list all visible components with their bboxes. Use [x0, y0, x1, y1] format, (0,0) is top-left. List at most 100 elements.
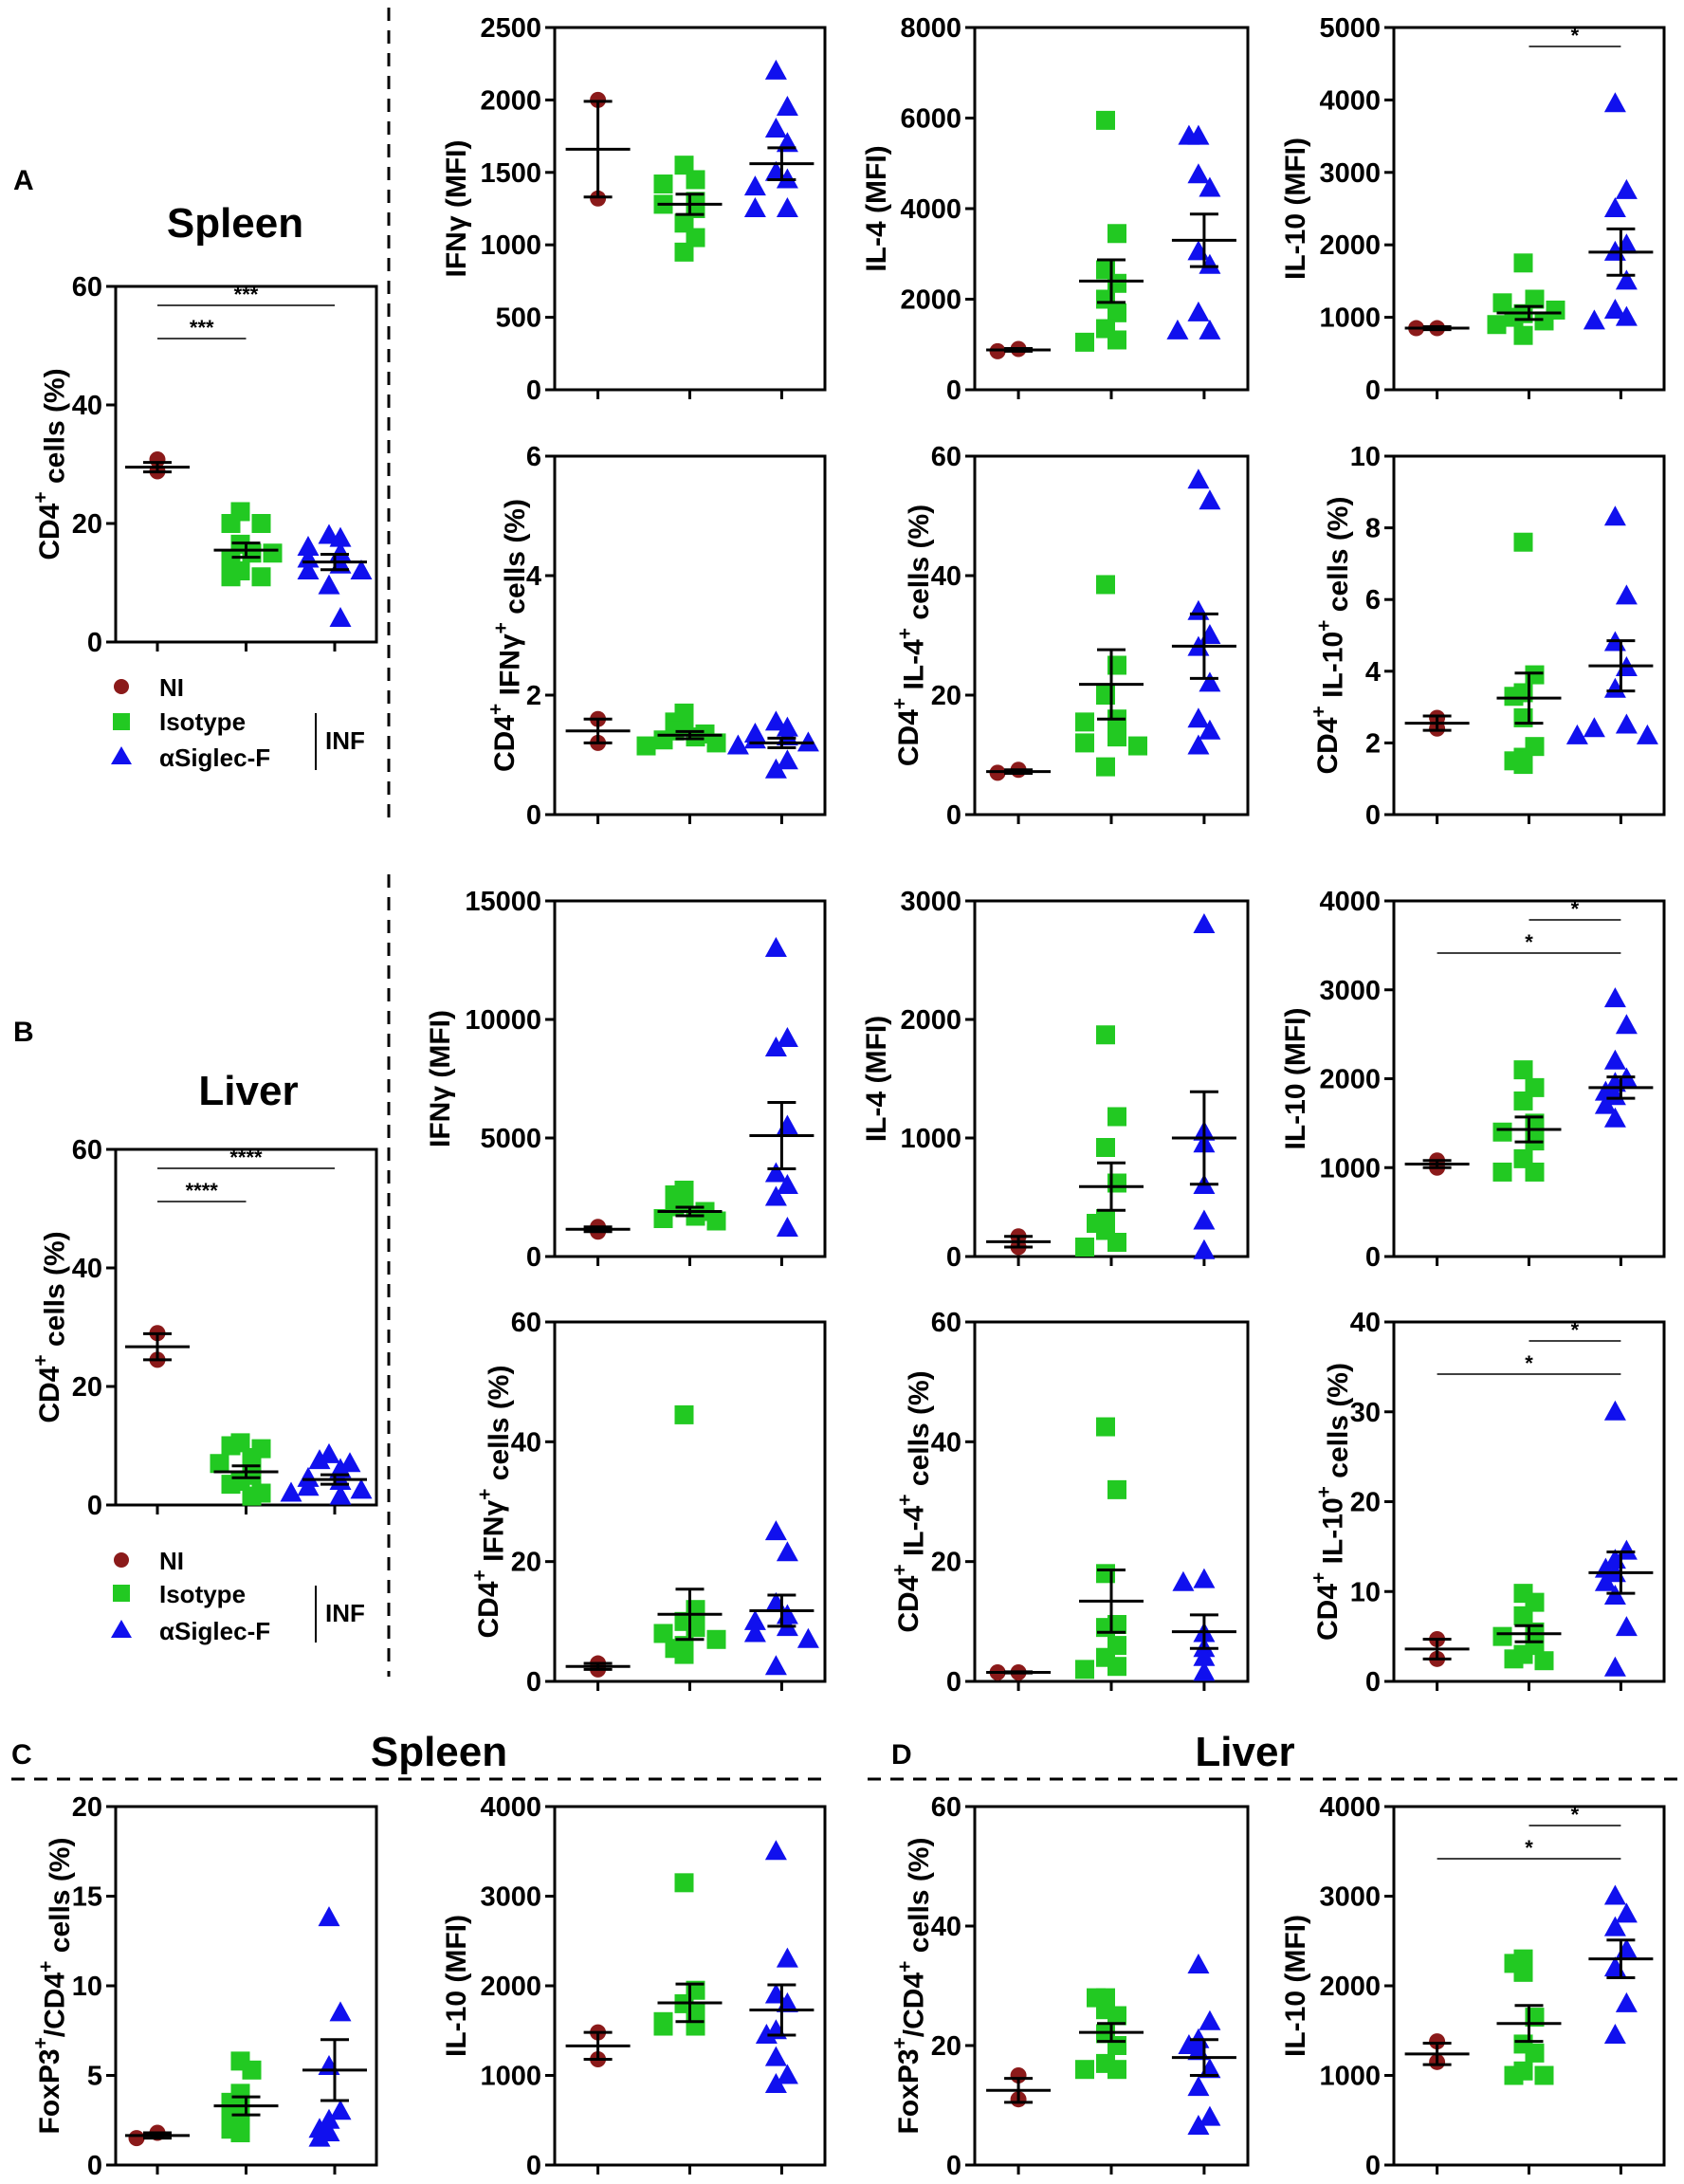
point-siglec — [1187, 240, 1210, 261]
point-siglec — [1187, 2115, 1210, 2136]
point-isotype — [1492, 1162, 1512, 1182]
y-tick-label: 4000 — [900, 194, 961, 225]
point-siglec — [1193, 1209, 1216, 1230]
point-isotype — [1492, 293, 1512, 313]
chart-a_il10_pct: 0 2 4 6 8 10 CD4+​ IL-10+​ cells (%) — [1308, 442, 1666, 831]
point-isotype — [1107, 2006, 1126, 2026]
legend-b-siglec-marker — [111, 1620, 132, 1638]
point-siglec — [1615, 1938, 1638, 1959]
point-siglec — [308, 2126, 331, 2147]
section-title-liver-b: Liver — [198, 1068, 298, 1114]
y-tick-label: 0 — [1365, 800, 1381, 831]
y-tick-label: 2000 — [900, 1005, 961, 1036]
significance-label: * — [1525, 1836, 1533, 1860]
y-axis-label: IL-10 (MFI) — [1280, 138, 1311, 280]
chart-a_il4_mfi: 0 2000 4000 6000 8000 IL-4 (MFI) — [861, 13, 1250, 406]
point-siglec — [1603, 1107, 1626, 1128]
y-tick-label: 5 — [87, 2062, 102, 2092]
point-isotype — [1504, 687, 1524, 707]
legend-a: NI Isotype αSiglec-F INF — [111, 673, 365, 772]
point-siglec — [318, 2108, 340, 2129]
point-siglec — [743, 175, 766, 196]
point-siglec — [308, 1449, 331, 1470]
chart-c_foxp3: 0 5 10 15 20 FoxP3+​/CD4+​ cells (%) — [29, 1792, 378, 2181]
point-isotype — [1096, 575, 1115, 595]
point-isotype — [1075, 712, 1094, 732]
y-axis-label: CD4+​ cells (%) — [29, 368, 70, 560]
point-siglec — [764, 59, 787, 80]
point-siglec — [280, 1481, 302, 1502]
chart-b_il10_pct: 0 10 20 30 40 CD4+​ IL-10+​ cells (%) * * — [1308, 1308, 1666, 1698]
point-isotype — [1534, 311, 1554, 331]
legend-a-isotype-label: Isotype — [159, 707, 246, 736]
point-siglec — [1187, 163, 1210, 184]
point-siglec — [1199, 253, 1221, 274]
y-tick-label: 4000 — [480, 1792, 541, 1823]
point-isotype — [1128, 736, 1147, 756]
point-ni — [590, 190, 607, 207]
point-siglec — [1199, 671, 1221, 692]
point-siglec — [1199, 489, 1221, 510]
y-axis-label: IL-10 (MFI) — [1280, 1915, 1311, 2057]
y-tick-label: 2000 — [480, 1972, 541, 2002]
legend-a-siglec-marker — [111, 746, 132, 764]
chart-a_il10_mfi: 0 1000 2000 3000 4000 5000 IL-10 (MFI) * — [1280, 13, 1666, 406]
point-siglec — [1199, 176, 1221, 197]
y-tick-label: 0 — [1365, 376, 1381, 406]
point-siglec — [764, 1185, 787, 1206]
y-tick-label: 6 — [1365, 585, 1381, 615]
point-siglec — [743, 1622, 766, 1643]
significance-label: * — [1571, 1803, 1580, 1826]
point-siglec — [1603, 1656, 1626, 1677]
y-tick-label: 4000 — [1319, 887, 1381, 917]
y-tick-label: 6000 — [900, 104, 961, 135]
y-tick-label: 0 — [526, 376, 541, 406]
point-siglec — [1615, 1902, 1638, 1923]
point-siglec — [1199, 319, 1221, 340]
point-siglec — [1172, 1570, 1195, 1591]
point-siglec — [1603, 1400, 1626, 1421]
point-isotype — [653, 2016, 673, 2036]
point-isotype — [674, 242, 694, 262]
significance-label: **** — [186, 1179, 219, 1202]
plot-frame — [1392, 1805, 1666, 2167]
section-title-spleen-a: Spleen — [167, 200, 303, 247]
point-siglec — [1615, 713, 1638, 734]
y-tick-label: 0 — [946, 376, 961, 406]
point-isotype — [1525, 289, 1545, 309]
point-siglec — [1187, 468, 1210, 489]
y-tick-label: 10 — [72, 1972, 102, 2002]
legend-a-ni-marker — [114, 679, 129, 694]
y-axis-label: IFNγ (MFI) — [425, 1010, 456, 1147]
point-siglec — [764, 758, 787, 779]
y-tick-label: 0 — [1365, 1242, 1381, 1273]
point-isotype — [1075, 1660, 1094, 1679]
point-isotype — [653, 174, 673, 194]
point-isotype — [1075, 1238, 1094, 1257]
y-tick-label: 60 — [931, 1792, 961, 1823]
point-siglec — [1193, 1661, 1216, 1681]
point-isotype — [1075, 332, 1094, 352]
point-ni — [128, 2130, 145, 2147]
point-ni — [1429, 2033, 1446, 2050]
point-siglec — [776, 1947, 798, 1968]
point-siglec — [1187, 599, 1210, 620]
point-siglec — [1565, 724, 1588, 744]
point-isotype — [1513, 532, 1533, 552]
point-siglec — [329, 526, 352, 547]
point-siglec — [1187, 2076, 1210, 2097]
legend-a-group-label: INF — [325, 726, 365, 755]
chart-b_cd4: 0 20 40 60 CD4+​ cells (%) **** **** — [29, 1135, 378, 1521]
point-isotype — [1525, 1162, 1545, 1182]
y-tick-label: 0 — [87, 628, 102, 658]
point-isotype — [706, 1629, 726, 1649]
point-siglec — [1603, 1916, 1626, 1936]
point-siglec — [764, 2046, 787, 2066]
point-isotype — [251, 567, 271, 587]
point-siglec — [743, 1609, 766, 1630]
y-tick-label: 1000 — [900, 1124, 961, 1154]
y-axis-label: FoxP3+​/CD4+​ cells (%) — [29, 1838, 75, 2135]
y-tick-label: 4000 — [1319, 1792, 1381, 1823]
y-tick-label: 4 — [1365, 657, 1381, 688]
